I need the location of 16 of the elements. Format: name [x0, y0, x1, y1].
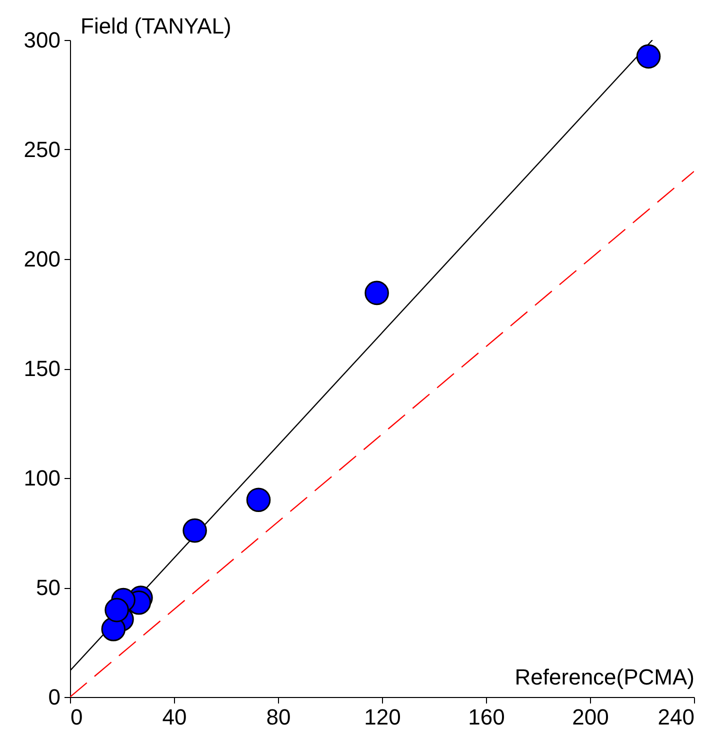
y-tick-label: 300 [24, 28, 60, 52]
x-tick-label: 0 [70, 704, 83, 730]
x-tick-label: 40 [162, 704, 187, 730]
y-tick-label: 150 [24, 356, 60, 381]
y-tick-label: 200 [24, 246, 60, 272]
x-tick-label: 240 [658, 704, 694, 730]
y-tick-label: 100 [24, 466, 60, 490]
y-tick-label: 250 [24, 137, 60, 162]
x-tick-label: 80 [266, 704, 291, 730]
y-tick-label: 0 [48, 684, 60, 710]
y-tick-label: 50 [36, 575, 60, 600]
x-tick-label: 120 [364, 704, 401, 730]
y-axis-title: Field (TANYAL) [80, 14, 232, 38]
x-tick-label: 200 [572, 704, 609, 730]
x-tick-label: 160 [468, 704, 505, 730]
x-axis-title: Reference(PCMA) [514, 664, 694, 690]
